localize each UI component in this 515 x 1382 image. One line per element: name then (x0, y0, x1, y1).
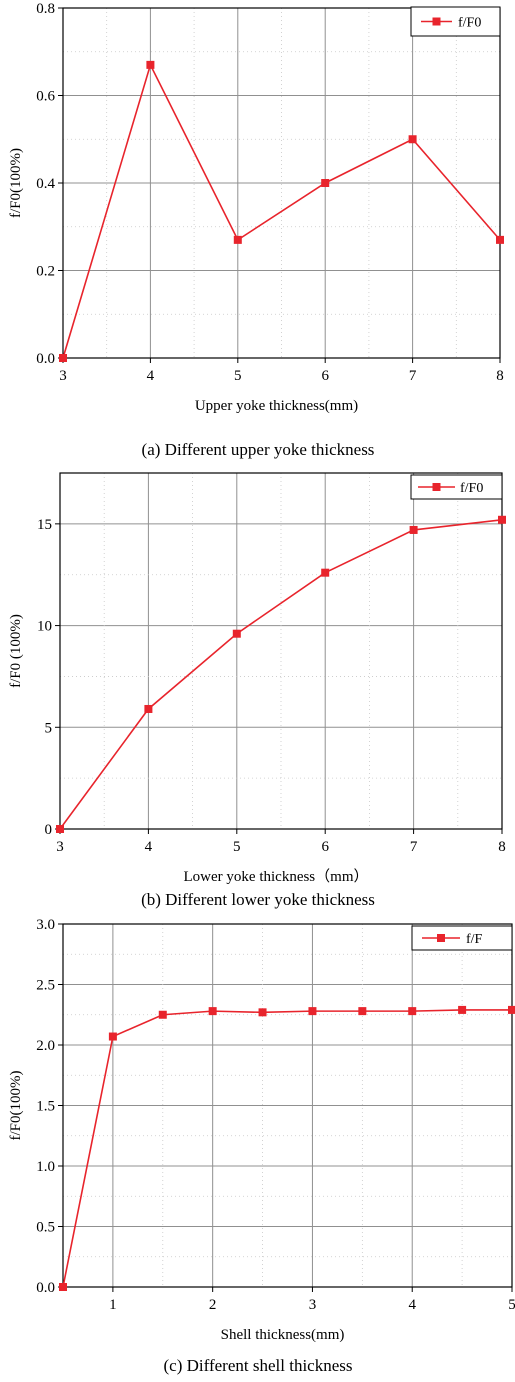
data-point-marker (498, 515, 506, 524)
x-tick-label: 8 (496, 368, 504, 384)
panel-lower-yoke: 3 4 5 6 7 8 0 5 10 15 f/F0 Lower yoke thickness（m… (8, 472, 506, 909)
y-tick-label: 1.5 (36, 1099, 55, 1115)
x-tick-label: 7 (409, 368, 417, 384)
x-tick-label: 6 (321, 368, 329, 384)
y-tick-label: 0.8 (36, 1, 55, 17)
figure-caption: (a) Different upper yoke thickness (142, 440, 375, 459)
y-tick-label: 0.5 (36, 1220, 55, 1236)
y-tick-label: 5 (45, 720, 53, 736)
data-point-marker (496, 235, 504, 244)
y-tick-label: 1.0 (36, 1159, 55, 1175)
axes: 1 2 3 4 5 0.0 0.5 1.0 1.5 2.0 2.5 3.0 (36, 917, 515, 1313)
x-tick-label: 3 (309, 1297, 317, 1313)
legend-marker (432, 483, 441, 491)
x-tick-label: 1 (109, 1297, 117, 1313)
x-tick-label: 4 (408, 1297, 416, 1313)
x-axis-label: Lower yoke thickness（mm） (184, 868, 369, 885)
legend-label: f/F (466, 932, 483, 947)
data-point-marker (56, 825, 64, 833)
y-tick-label: 2.0 (36, 1038, 55, 1054)
x-tick-label: 3 (59, 368, 67, 384)
axes: 3 4 5 6 7 8 0 5 10 15 (37, 517, 506, 855)
legend: f/F0 (410, 474, 503, 500)
y-tick-label: 0.6 (36, 89, 55, 105)
panel-shell: 1 2 3 4 5 0.0 0.5 1.0 1.5 2.0 2.5 3.0 f/F Shell thi… (8, 917, 515, 1375)
data-series (59, 60, 504, 362)
data-point-marker (508, 1005, 515, 1014)
data-series (56, 515, 506, 833)
x-tick-label: 7 (410, 839, 418, 855)
x-tick-label: 5 (233, 839, 241, 855)
grid-lines (63, 8, 500, 358)
x-tick-label: 8 (498, 839, 506, 855)
series-line (62, 62, 501, 359)
x-axis-label: Upper yoke thickness(mm) (195, 398, 358, 414)
y-tick-label: 15 (37, 517, 52, 533)
x-axis-label: Shell thickness(mm) (221, 1327, 345, 1343)
data-point-marker (232, 629, 241, 638)
y-tick-label: 0 (45, 822, 53, 838)
legend-marker (432, 17, 441, 26)
data-point-marker (308, 1007, 317, 1016)
x-tick-label: 3 (56, 839, 64, 855)
data-point-marker (408, 1007, 417, 1016)
data-point-marker (233, 235, 242, 244)
x-tick-label: 5 (508, 1297, 515, 1313)
data-point-marker (108, 1032, 117, 1041)
y-tick-label: 2.5 (36, 978, 55, 994)
data-point-marker (208, 1007, 217, 1016)
y-tick-label: 0.0 (36, 1280, 55, 1296)
y-tick-label: 10 (37, 619, 52, 635)
data-point-marker (321, 179, 330, 187)
data-point-marker (144, 704, 153, 713)
data-point-marker (358, 1007, 367, 1016)
x-tick-label: 5 (234, 368, 242, 384)
data-point-marker (158, 1010, 167, 1019)
y-axis-label: f/F0 (100%) (8, 614, 24, 688)
panel-upper-yoke: 3 4 5 6 7 8 0.0 0.2 0.4 0.6 0.8 f/F0 Upper yoke th… (8, 1, 504, 459)
figure-caption: (c) Different shell thickness (164, 1356, 353, 1375)
data-point-marker (408, 135, 417, 144)
legend: f/F0 (410, 6, 501, 37)
data-series (59, 1005, 515, 1291)
legend-marker (437, 934, 445, 942)
grid-lines (63, 924, 512, 1287)
data-point-marker (321, 568, 330, 577)
series-line (62, 1009, 512, 1288)
data-point-marker (146, 60, 155, 69)
legend-box (410, 6, 501, 37)
data-point-marker (59, 1283, 67, 1291)
data-point-marker (409, 525, 418, 534)
x-tick-label: 2 (209, 1297, 217, 1313)
x-tick-label: 6 (321, 839, 329, 855)
grid-lines (60, 473, 502, 829)
axes: 3 4 5 6 7 8 0.0 0.2 0.4 0.6 0.8 (36, 1, 504, 384)
y-axis-label: f/F0(100%) (8, 1071, 24, 1141)
figure-caption: (b) Different lower yoke thickness (141, 890, 375, 909)
legend-label: f/F0 (458, 16, 481, 31)
x-tick-label: 4 (147, 368, 155, 384)
y-axis-label: f/F0(100%) (8, 148, 24, 218)
data-point-marker (458, 1005, 467, 1014)
y-tick-label: 0.4 (36, 176, 55, 192)
x-tick-label: 4 (145, 839, 153, 855)
legend-label: f/F0 (460, 481, 483, 496)
plot-frame (59, 472, 503, 830)
data-point-marker (258, 1008, 267, 1017)
legend: f/F (411, 925, 513, 951)
data-point-marker (59, 354, 67, 362)
y-tick-label: 0.2 (36, 264, 55, 280)
series-line (59, 518, 503, 830)
y-tick-label: 0.0 (36, 351, 55, 367)
y-tick-label: 3.0 (36, 917, 55, 933)
